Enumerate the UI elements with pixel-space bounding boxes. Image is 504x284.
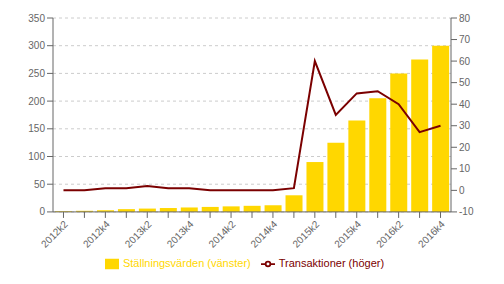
svg-text:2014k4: 2014k4 [248,218,279,249]
svg-text:2013k2: 2013k2 [123,218,154,249]
svg-text:2012k2: 2012k2 [39,218,70,249]
svg-text:2016k2: 2016k2 [374,218,405,249]
svg-text:30: 30 [459,120,471,131]
svg-text:2014k2: 2014k2 [207,218,238,249]
svg-text:250: 250 [28,68,45,79]
svg-text:2015k2: 2015k2 [290,218,321,249]
svg-text:150: 150 [28,123,45,134]
svg-text:300: 300 [28,40,45,51]
svg-text:70: 70 [459,34,471,45]
svg-text:60: 60 [459,56,471,67]
svg-text:80: 80 [459,13,471,24]
svg-text:20: 20 [459,142,471,153]
svg-text:10: 10 [459,163,471,174]
svg-text:0: 0 [39,206,45,217]
svg-text:100: 100 [28,151,45,162]
svg-text:2015k4: 2015k4 [332,218,363,249]
svg-text:200: 200 [28,96,45,107]
svg-text:0: 0 [459,185,465,196]
svg-text:350: 350 [28,13,45,24]
svg-text:2012k4: 2012k4 [81,218,112,249]
html-text:Transaktioner (höger): Transaktioner (höger) [278,256,385,269]
svg-text:2016k4: 2016k4 [416,218,447,249]
svg-text:2013k4: 2013k4 [165,218,196,249]
svg-text:50: 50 [34,179,46,190]
svg-text:40: 40 [459,99,471,110]
svg-text:-10: -10 [459,206,474,217]
html-text:Ställningsvärden (vänster): Ställningsvärden (vänster) [122,256,251,269]
svg-text:50: 50 [459,77,471,88]
